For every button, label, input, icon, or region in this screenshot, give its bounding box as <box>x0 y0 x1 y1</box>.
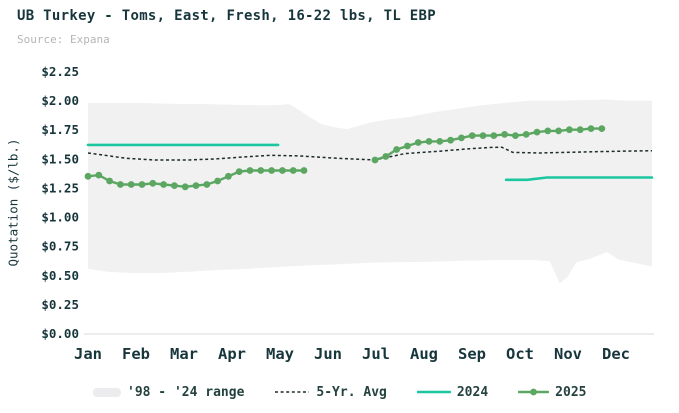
y-tick-label: $0.00 <box>41 326 79 341</box>
marker-2025 <box>436 138 444 145</box>
legend-label-2025: 2025 <box>555 384 587 400</box>
legend-label-2024: 2024 <box>456 384 489 400</box>
marker-2025 <box>566 126 573 134</box>
marker-2025 <box>533 128 541 136</box>
marker-2025 <box>214 177 222 185</box>
marker-2025 <box>501 131 508 138</box>
avg-dashed-line-icon <box>275 391 310 393</box>
marker-2025 <box>555 127 562 135</box>
marker-2025 <box>598 125 606 132</box>
y-tick-label: $0.75 <box>41 239 79 254</box>
x-tick-label: Oct <box>506 345 534 363</box>
x-tick-label: Sep <box>458 345 486 363</box>
marker-2025 <box>95 171 103 179</box>
marker-2025 <box>246 167 254 174</box>
marker-2025 <box>203 181 211 188</box>
marker-2025 <box>268 167 275 174</box>
marker-2025 <box>425 138 433 145</box>
marker-2025 <box>279 167 286 174</box>
marker-2025 <box>300 167 308 174</box>
legend-item-2024[interactable]: 2024 <box>416 384 489 400</box>
x-tick-label: Jan <box>74 345 102 363</box>
x-tick-label: Dec <box>602 345 630 363</box>
marker-2025 <box>235 168 243 176</box>
x-tick-label: Mar <box>170 345 198 363</box>
x-tick-label: Apr <box>218 345 246 363</box>
legend-label-range: '98 - '24 range <box>127 384 245 400</box>
x-tick-label: May <box>266 345 294 363</box>
legend-label-avg: 5-Yr. Avg <box>316 384 387 400</box>
marker-2025 <box>225 172 232 180</box>
marker-2025 <box>479 132 487 140</box>
source-label: Source: Expana <box>17 33 110 46</box>
line-2025-segment-1 <box>373 127 603 162</box>
line-2025-icon <box>518 388 550 396</box>
y-tick-label: $1.75 <box>41 122 79 137</box>
range-swatch-icon <box>93 387 121 397</box>
y-tick-label: $2.25 <box>41 64 79 79</box>
line-2024-icon <box>416 390 451 394</box>
line-2024-segment-1 <box>504 176 654 182</box>
legend-item-avg[interactable]: 5-Yr. Avg <box>274 384 387 400</box>
marker-2025 <box>181 183 189 191</box>
x-tick-label: Nov <box>554 345 582 363</box>
chart-legend: '98 - '24 range 5-Yr. Avg 2024 2025 <box>93 381 586 403</box>
marker-2025 <box>127 181 135 188</box>
marker-2025 <box>576 126 584 134</box>
marker-2025 <box>149 179 157 187</box>
legend-item-range[interactable]: '98 - '24 range <box>93 385 244 400</box>
marker-2025 <box>544 127 552 135</box>
marker-2025 <box>522 131 530 138</box>
marker-2025 <box>192 182 200 190</box>
marker-2025 <box>171 182 178 190</box>
x-tick-label: Jun <box>314 345 342 363</box>
marker-2025 <box>490 132 498 140</box>
marker-2025 <box>106 177 113 185</box>
y-tick-label: $2.00 <box>41 93 79 108</box>
y-tick-label: $1.00 <box>41 210 79 225</box>
marker-2025 <box>468 132 476 140</box>
marker-2025 <box>447 136 454 144</box>
marker-2025 <box>160 181 168 188</box>
marker-2025 <box>414 139 422 146</box>
marker-2025 <box>371 156 379 164</box>
marker-2025 <box>289 167 297 174</box>
legend-item-2025[interactable]: 2025 <box>518 385 586 400</box>
x-tick-label: Aug <box>410 345 438 363</box>
marker-2025 <box>382 153 390 160</box>
marker-2025 <box>512 132 519 140</box>
marker-2025 <box>587 125 595 132</box>
y-tick-label: $1.50 <box>41 151 79 166</box>
marker-2025 <box>404 142 411 150</box>
marker-2025 <box>138 181 146 188</box>
marker-2025 <box>458 134 465 142</box>
x-tick-label: Feb <box>122 345 150 363</box>
y-tick-label: $1.25 <box>41 180 79 195</box>
marker-2025 <box>257 167 265 174</box>
chart-title: UB Turkey - Toms, East, Fresh, 16-22 lbs… <box>17 8 436 24</box>
marker-2025 <box>393 146 400 153</box>
x-tick-label: Jul <box>362 345 390 363</box>
marker-2025 <box>117 181 124 188</box>
marker-2025 <box>84 172 92 180</box>
y-tick-label: $0.50 <box>41 268 79 283</box>
y-tick-label: $0.25 <box>41 297 79 312</box>
